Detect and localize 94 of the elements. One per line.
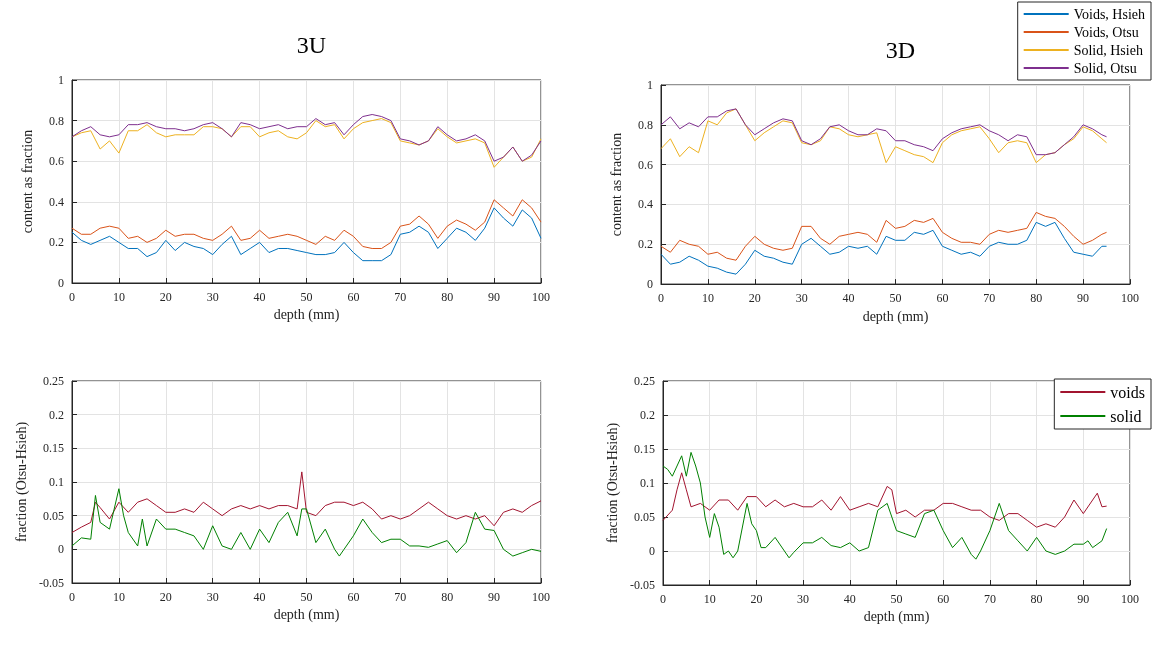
y-tick-label: 0.1 (49, 475, 64, 489)
legend-label: Voids, Otsu (1073, 24, 1139, 40)
x-tick-label: 20 (748, 291, 761, 306)
x-tick-label: 0 (69, 290, 75, 304)
x-tick-label: 0 (69, 590, 75, 604)
x-tick-label: 50 (300, 590, 313, 604)
x-tick-label: 60 (936, 291, 949, 306)
y-tick-label: 0.15 (43, 441, 64, 456)
y-tick-label: 1 (58, 73, 64, 87)
x-tick-label: 30 (797, 592, 810, 606)
line-series (71, 114, 542, 162)
x-tick-label: 30 (795, 291, 808, 306)
x-tick-label: 70 (394, 290, 407, 304)
y-tick-label: 0.2 (640, 408, 655, 422)
x-tick-label: 50 (889, 291, 902, 306)
legend-label: Voids, Hsieh (1073, 6, 1146, 22)
y-axis-title: fraction (Otsu-Hsieh) (604, 422, 621, 544)
y-tick-label: 0.2 (49, 407, 64, 422)
y-tick-label: 0.8 (638, 117, 653, 132)
line-series (660, 221, 1108, 275)
x-tick-label: 70 (983, 291, 996, 306)
y-tick-label: 0.05 (43, 508, 64, 523)
x-tick-label: 60 (937, 592, 950, 606)
x-tick-label: 100 (1121, 592, 1139, 606)
y-tick-label: 0 (58, 542, 64, 557)
y-axis-title: content as fraction (19, 129, 35, 234)
x-tick-label: 90 (488, 590, 501, 604)
y-tick-label: 0.2 (49, 235, 64, 250)
x-tick-label: 70 (394, 590, 407, 604)
y-tick-label: 0.6 (638, 157, 653, 172)
y-tick-label: 1 (647, 78, 653, 92)
legend-label: Solid, Hsieh (1073, 42, 1143, 58)
x-tick-label: 10 (112, 290, 125, 304)
x-tick-label: 20 (159, 590, 172, 604)
x-axis-title: depth (mm) (862, 308, 929, 325)
y-tick-label: -0.05 (39, 576, 64, 590)
line-series (71, 207, 542, 262)
x-tick-label: 20 (159, 290, 172, 304)
y-tick-label: 0.2 (638, 237, 653, 252)
y-tick-label: 0.05 (634, 510, 655, 524)
y-tick-label: 0.25 (634, 374, 655, 388)
y-axis-title: content as fraction (608, 132, 624, 237)
x-tick-label: 10 (703, 592, 716, 606)
x-tick-label: 80 (1030, 291, 1043, 306)
x-tick-label: 30 (206, 590, 219, 604)
x-tick-label: 100 (532, 290, 550, 304)
x-axis-title: depth (mm) (863, 609, 930, 626)
line-series (662, 472, 1108, 528)
legend-label: voids (1110, 383, 1145, 401)
legend-label: Solid, Otsu (1073, 60, 1137, 76)
x-tick-label: 40 (253, 290, 266, 304)
y-tick-label: 0.4 (49, 194, 64, 209)
chart-title: 3U (296, 32, 327, 58)
x-tick-label: 30 (206, 290, 219, 304)
y-tick-label: -0.05 (630, 578, 655, 592)
x-tick-label: 10 (112, 590, 125, 604)
x-tick-label: 40 (843, 592, 856, 606)
y-axis-title: fraction (Otsu-Hsieh) (13, 421, 30, 543)
line-series (662, 451, 1108, 560)
x-axis-title: depth (mm) (273, 607, 340, 624)
x-tick-label: 60 (347, 590, 360, 604)
x-axis-title: depth (mm) (273, 307, 340, 324)
x-tick-label: 90 (488, 290, 501, 304)
x-tick-label: 50 (300, 290, 313, 304)
x-tick-label: 70 (983, 592, 996, 606)
x-tick-label: 80 (1030, 592, 1043, 606)
x-tick-label: 0 (660, 592, 666, 606)
y-tick-label: 0.1 (640, 476, 655, 490)
x-tick-label: 90 (1077, 291, 1090, 306)
line-series (71, 471, 542, 533)
y-tick-label: 0 (649, 544, 655, 558)
x-tick-label: 40 (253, 590, 266, 604)
x-tick-label: 50 (890, 592, 903, 606)
x-tick-label: 60 (347, 290, 360, 304)
x-tick-label: 20 (750, 592, 763, 606)
y-tick-label: 0.6 (49, 154, 64, 169)
y-tick-label: 0.4 (638, 197, 653, 212)
x-tick-label: 40 (842, 291, 855, 306)
x-tick-label: 10 (701, 291, 714, 306)
y-tick-label: 0.8 (49, 113, 64, 128)
line-series (660, 211, 1108, 261)
legend-label: solid (1110, 407, 1142, 425)
x-tick-label: 80 (441, 590, 454, 604)
x-tick-label: 90 (1077, 592, 1090, 606)
x-tick-label: 100 (1121, 291, 1139, 306)
y-tick-label: 0.15 (634, 442, 655, 456)
line-series (71, 488, 542, 557)
x-tick-label: 100 (532, 590, 550, 604)
y-tick-label: 0 (58, 276, 64, 290)
y-tick-label: 0.25 (43, 374, 64, 388)
chart-title: 3D (885, 37, 916, 63)
y-tick-label: 0 (647, 277, 653, 292)
line-series (71, 199, 542, 249)
x-tick-label: 80 (441, 290, 454, 304)
